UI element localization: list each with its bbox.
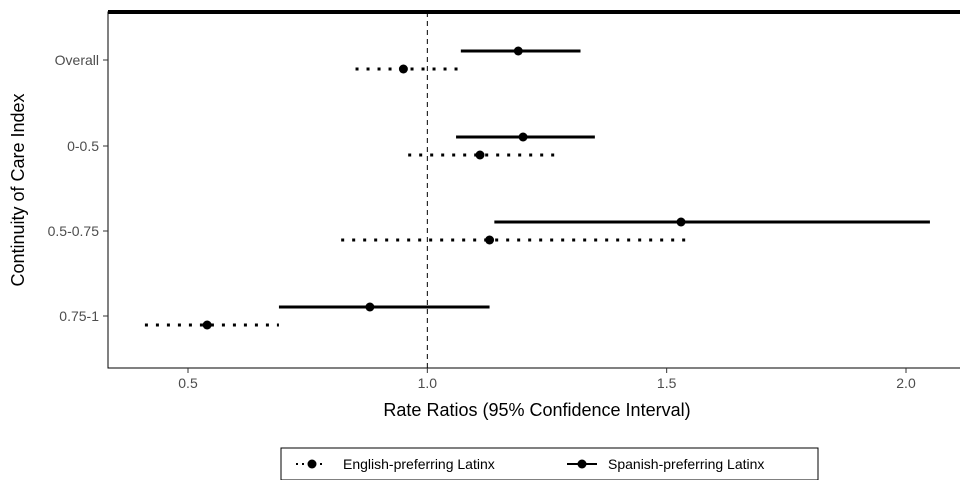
y-tick-label-0-0-5: 0-0.5 — [67, 138, 99, 154]
legend: English-preferring Latinx Spanish-prefer… — [280, 447, 819, 480]
estimate-point-english-0-5-0-75 — [485, 235, 495, 245]
x-axis-title: Rate Ratios (95% Confidence Interval) — [383, 400, 690, 420]
estimate-point-spanish-0-75-1 — [365, 302, 375, 312]
estimate-point-spanish-overall — [513, 46, 523, 56]
estimate-point-spanish-0-5-0-75 — [676, 217, 686, 227]
legend-key-english — [296, 459, 322, 469]
legend-key-english-marker — [307, 459, 317, 469]
estimate-point-english-overall — [398, 64, 408, 74]
legend-label-spanish: Spanish-preferring Latinx — [608, 456, 764, 472]
y-axis-title: Continuity of Care Index — [8, 93, 28, 286]
y-tick-label-0-5-0-75: 0.5-0.75 — [48, 223, 100, 239]
estimate-point-english-0-75-1 — [202, 320, 212, 330]
estimate-point-spanish-0-0-5 — [518, 132, 528, 142]
plot-panel — [107, 10, 960, 369]
legend-box — [280, 447, 819, 480]
plot-border — [107, 11, 960, 369]
legend-label-english: English-preferring Latinx — [343, 456, 495, 472]
x-tick-label-1-5: 1.5 — [657, 375, 677, 391]
x-tick-label-1-0: 1.0 — [418, 375, 438, 391]
y-tick-label-overall: Overall — [55, 52, 99, 68]
legend-key-spanish-marker — [577, 459, 587, 469]
estimate-point-english-0-0-5 — [475, 150, 485, 160]
legend-key-spanish — [567, 459, 597, 469]
y-tick-label-0-75-1: 0.75-1 — [59, 308, 99, 324]
x-tick-label-0-5: 0.5 — [178, 375, 198, 391]
x-tick-label-2-0: 2.0 — [896, 375, 916, 391]
